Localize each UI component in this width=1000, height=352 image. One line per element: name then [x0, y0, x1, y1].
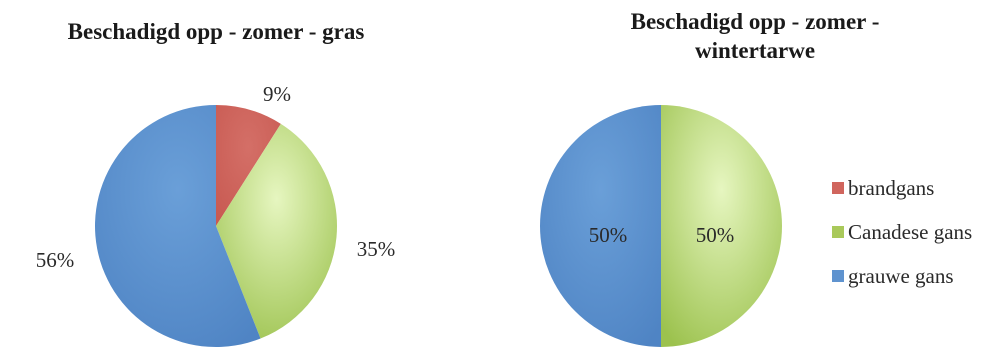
legend-item-canadese-gans: Canadese gans: [832, 220, 972, 244]
slice-label-brandgans: 9%: [263, 82, 291, 106]
legend-item-brandgans: brandgans: [832, 176, 934, 200]
legend-swatch-grauwe-gans: [832, 270, 844, 282]
legend-label-brandgans: brandgans: [848, 176, 935, 200]
pie-wintertarwe: 50% 50%: [540, 105, 782, 347]
pie-slice-grauwe-gans: [540, 105, 661, 347]
slice-label-grauwe-gans: 56%: [36, 248, 75, 272]
pie-slice-grauwe-gans: [94, 105, 261, 347]
slice-label-canadese-gans: 50%: [696, 223, 735, 247]
pie-slice-canadese-gans: [661, 105, 782, 347]
legend-swatch-brandgans: [832, 182, 844, 194]
pie-gras: 9% 35% 56%: [36, 82, 396, 347]
legend-item-grauwe-gans: grauwe gans: [832, 264, 954, 288]
pie-slice-brandgans: [216, 105, 281, 226]
pie-slice-canadese-gans: [216, 123, 337, 339]
legend-label-canadese-gans: Canadese gans: [848, 220, 973, 244]
legend-label-grauwe-gans: grauwe gans: [848, 264, 954, 288]
legend-swatch-canadese-gans: [832, 226, 844, 238]
slice-label-grauwe-gans: 50%: [589, 223, 628, 247]
chart-title-wintertarwe: Beschadigd opp - zomer - wintertarwe: [630, 9, 880, 63]
chart-title-gras: Beschadigd opp - zomer - gras: [67, 19, 365, 44]
slice-label-canadese-gans: 35%: [357, 237, 396, 261]
